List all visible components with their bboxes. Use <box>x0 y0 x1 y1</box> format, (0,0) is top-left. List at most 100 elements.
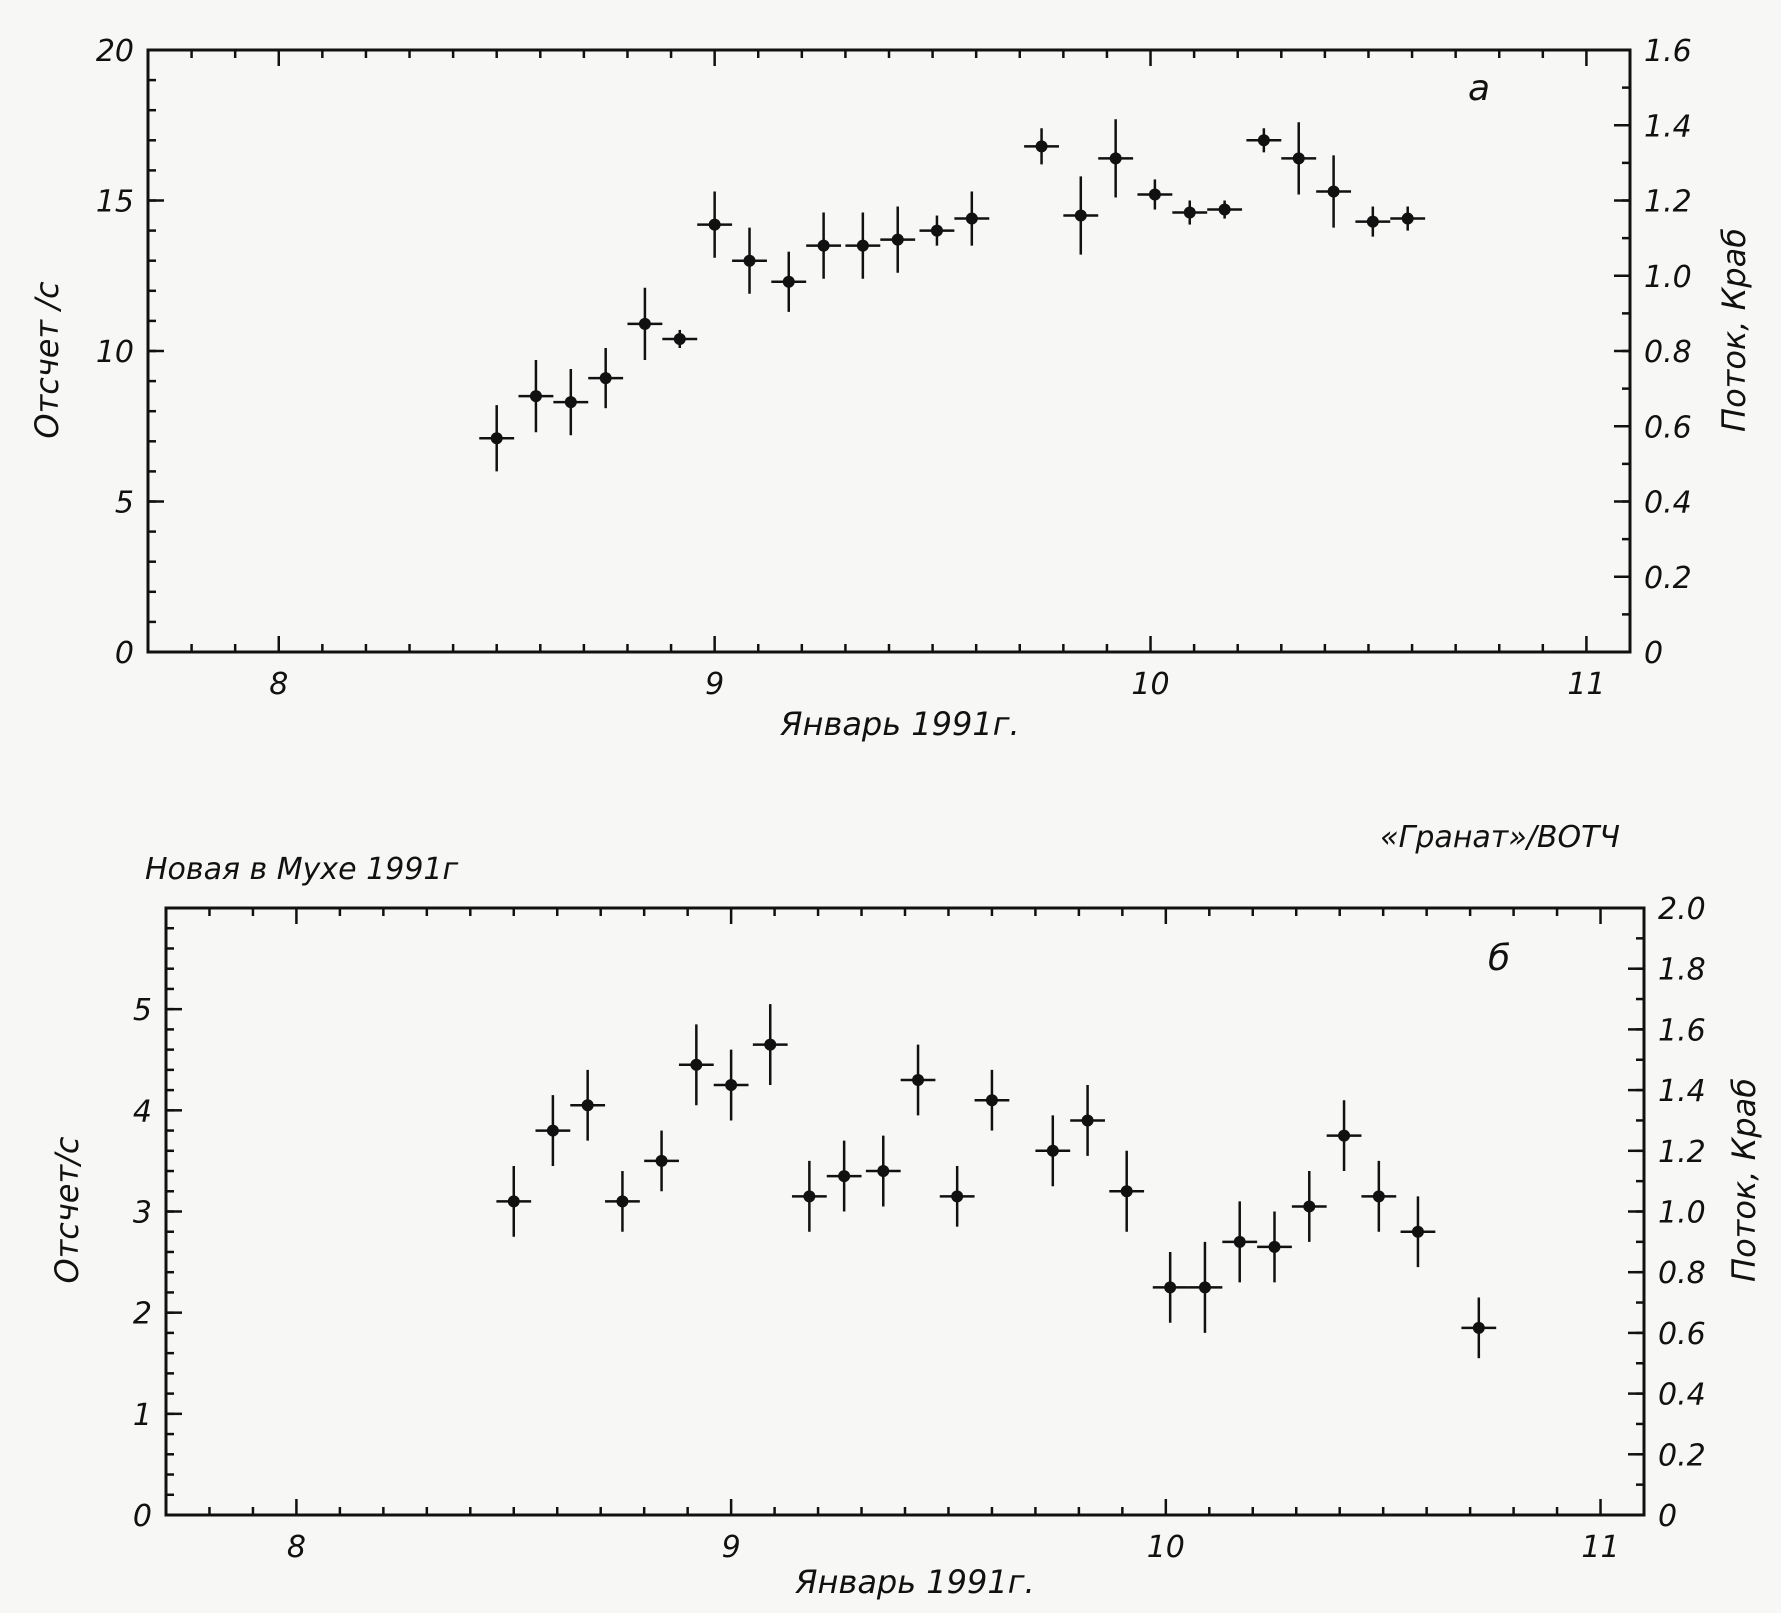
data-point <box>900 1044 936 1116</box>
point-marker <box>1233 1235 1246 1248</box>
data-point <box>535 1095 571 1166</box>
data-point <box>1246 128 1282 153</box>
point-marker <box>507 1195 520 1208</box>
y2-tick-label: 1.4 <box>1658 1074 1706 1109</box>
panel-a: а Январь 1991г. Отсчет /с Поток, Краб 8 9… <box>28 34 1753 743</box>
source-title: Новая в Мухе 1991г <box>145 852 459 887</box>
y2-tick-label: 2.0 <box>1658 892 1706 927</box>
x-axis-label: Январь 1991г. <box>779 705 1019 743</box>
point-marker <box>1411 1225 1424 1238</box>
data-point <box>1400 1196 1436 1268</box>
point-marker <box>599 372 612 385</box>
point-marker <box>985 1094 998 1107</box>
plot-frame <box>146 48 1632 654</box>
x-tick-label: 8 <box>287 1530 306 1565</box>
point-marker <box>856 239 869 252</box>
data-point <box>826 1140 862 1212</box>
data-point <box>644 1130 679 1192</box>
y2-tick-label: 0.6 <box>1644 410 1692 445</box>
data-point <box>605 1171 640 1232</box>
point-marker <box>1257 134 1270 147</box>
y2-axis-label: Поток, Краб <box>1715 228 1753 432</box>
point-marker <box>817 239 830 252</box>
y-tick-label: 1 <box>133 1398 152 1433</box>
point-marker <box>1372 1190 1385 1203</box>
data-point <box>1187 1241 1223 1333</box>
point-marker <box>1268 1240 1281 1253</box>
y2-tick-label: 1.6 <box>1658 1013 1706 1048</box>
x-axis-label: Январь 1991г. <box>794 1563 1034 1601</box>
data-point <box>553 369 589 436</box>
data-point <box>1222 1201 1258 1283</box>
instrument-title: «Гранат»/ВОТЧ <box>1380 820 1620 855</box>
y-tick-label: 3 <box>133 1196 152 1231</box>
y-tick-label: 5 <box>133 993 152 1028</box>
point-marker <box>1338 1129 1351 1142</box>
data-point <box>588 347 624 409</box>
axis-ticks: 8 9 10 11 0 5 10 15 20 0 0.2 0.4 0.6 0.8 1.0 1.2 1.4 1.6 <box>96 34 1692 702</box>
point-marker <box>1120 1185 1133 1198</box>
y2-tick-label: 0.6 <box>1658 1317 1706 1352</box>
y-tick-label: 15 <box>96 185 134 220</box>
panel-b: б Январь 1991г. Отсчет/с Поток, Краб 8 9 1… <box>48 892 1763 1601</box>
data-point <box>732 227 767 294</box>
data-point <box>1355 206 1391 237</box>
x-tick-label: 9 <box>705 667 724 702</box>
point-marker <box>1303 1200 1316 1213</box>
data-point <box>1326 1100 1362 1172</box>
data-point <box>954 191 990 246</box>
point-marker <box>891 233 904 246</box>
data-point <box>697 191 733 258</box>
data-point <box>1063 176 1099 255</box>
data-point <box>1361 1160 1397 1232</box>
y-tick-label: 10 <box>96 335 134 370</box>
point-marker <box>838 1170 851 1183</box>
data-point <box>1152 1251 1188 1323</box>
panel-label: б <box>1488 938 1510 979</box>
y2-tick-label: 0 <box>1644 636 1663 671</box>
point-marker <box>930 224 943 237</box>
data-point <box>1137 179 1173 210</box>
point-marker <box>564 396 577 409</box>
point-marker <box>1035 140 1048 153</box>
data-point <box>479 405 515 472</box>
data-point <box>771 251 807 312</box>
data-point <box>1390 206 1426 231</box>
point-marker <box>1366 215 1379 228</box>
data-point <box>496 1165 532 1237</box>
data-point <box>806 212 842 279</box>
data-point <box>1316 155 1352 228</box>
x-tick-label: 11 <box>1567 667 1605 702</box>
point-marker <box>638 317 651 330</box>
point-marker <box>1472 1321 1485 1334</box>
y-axis-label: Отсчет/с <box>48 1136 86 1283</box>
data-point <box>1070 1085 1105 1156</box>
y-tick-label: 2 <box>133 1297 152 1332</box>
data-point <box>845 212 881 279</box>
point-marker <box>743 254 756 267</box>
y2-tick-label: 0 <box>1658 1499 1677 1534</box>
point-marker <box>690 1058 703 1071</box>
y2-tick-label: 0.4 <box>1644 486 1692 521</box>
y2-tick-label: 1.8 <box>1658 953 1706 988</box>
point-marker <box>951 1190 964 1203</box>
data-point <box>939 1165 975 1227</box>
point-marker <box>655 1154 668 1167</box>
data-point <box>919 215 955 246</box>
point-marker <box>1218 203 1231 216</box>
y2-tick-label: 0.4 <box>1658 1378 1706 1413</box>
panel-label: а <box>1468 68 1490 109</box>
point-marker <box>877 1165 890 1178</box>
data-point <box>752 1004 788 1086</box>
y-axis-label: Отсчет /с <box>28 281 66 439</box>
data-point <box>662 329 698 348</box>
point-marker <box>581 1099 594 1112</box>
plot-frame <box>164 906 1646 1517</box>
data-point <box>1172 200 1208 225</box>
point-marker <box>1401 212 1414 225</box>
x-tick-label: 9 <box>722 1530 741 1565</box>
y-tick-label: 20 <box>96 34 134 69</box>
data-point <box>974 1069 1010 1131</box>
point-marker <box>912 1073 925 1086</box>
